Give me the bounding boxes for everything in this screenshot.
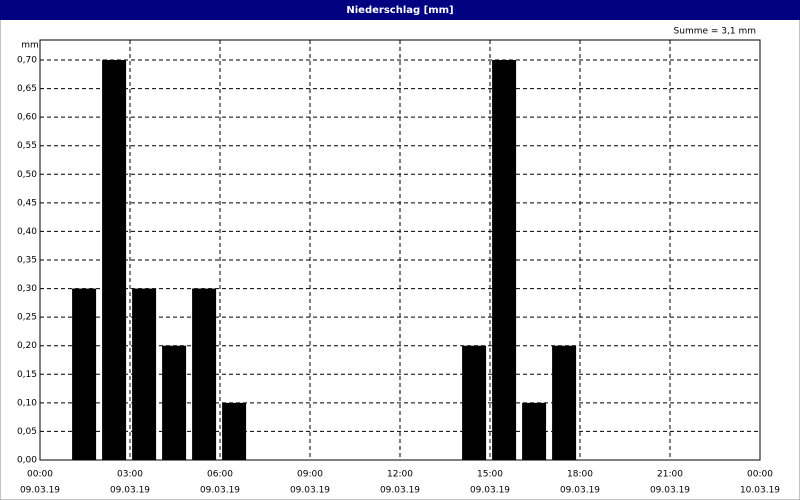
x-tick-label: 03:00	[117, 470, 143, 480]
y-tick-label: 0,10	[17, 398, 37, 408]
y-tick-label: 0,15	[17, 370, 37, 380]
bar	[492, 60, 517, 460]
y-tick-label: 0,20	[17, 341, 37, 351]
x-tick-date: 09.03.19	[650, 486, 690, 496]
x-tick-date: 10.03.19	[740, 486, 780, 496]
bar	[552, 345, 577, 460]
title-bar	[0, 0, 800, 20]
y-tick-label: 0,35	[17, 256, 37, 266]
bar	[222, 402, 247, 460]
x-tick-label: 09:00	[297, 470, 323, 480]
y-tick-label: 0,65	[17, 84, 37, 94]
annotation: Summe = 3,1 mm	[674, 27, 756, 37]
y-tick-label: 0,50	[17, 170, 37, 180]
x-tick-date: 09.03.19	[20, 486, 60, 496]
y-tick-label: 0,60	[17, 113, 37, 123]
x-tick-date: 09.03.19	[290, 486, 330, 496]
bar	[192, 288, 217, 460]
y-tick-label: 0,40	[17, 227, 37, 237]
bar	[72, 288, 97, 460]
bar	[102, 60, 127, 460]
y-tick-label: 0,70	[17, 56, 37, 66]
x-tick-label: 12:00	[387, 470, 413, 480]
y-tick-label: 0,25	[17, 313, 37, 323]
x-tick-label: 15:00	[477, 470, 503, 480]
x-tick-label: 18:00	[567, 470, 593, 480]
plot-frame	[39, 39, 761, 461]
y-tick-label: 0,00	[17, 456, 37, 466]
x-tick-label: 21:00	[657, 470, 683, 480]
x-tick-label: 06:00	[207, 470, 233, 480]
bar	[132, 288, 157, 460]
x-tick-date: 09.03.19	[470, 486, 510, 496]
bar	[522, 402, 547, 460]
chart-title: Niederschlag [mm]	[346, 5, 453, 16]
bar	[162, 345, 187, 460]
x-tick-date: 09.03.19	[110, 486, 150, 496]
y-tick-label: 0,55	[17, 141, 37, 151]
x-tick-label: 00:00	[27, 470, 53, 480]
x-tick-date: 09.03.19	[200, 486, 240, 496]
y-tick-label: 0,45	[17, 198, 37, 208]
y-axis-label: mm	[21, 41, 39, 51]
x-tick-label: 00:00	[747, 470, 773, 480]
y-tick-label: 0,05	[17, 427, 37, 437]
y-tick-label: 0,30	[17, 284, 37, 294]
x-tick-date: 09.03.19	[560, 486, 600, 496]
x-tick-date: 09.03.19	[380, 486, 420, 496]
bar	[462, 345, 487, 460]
